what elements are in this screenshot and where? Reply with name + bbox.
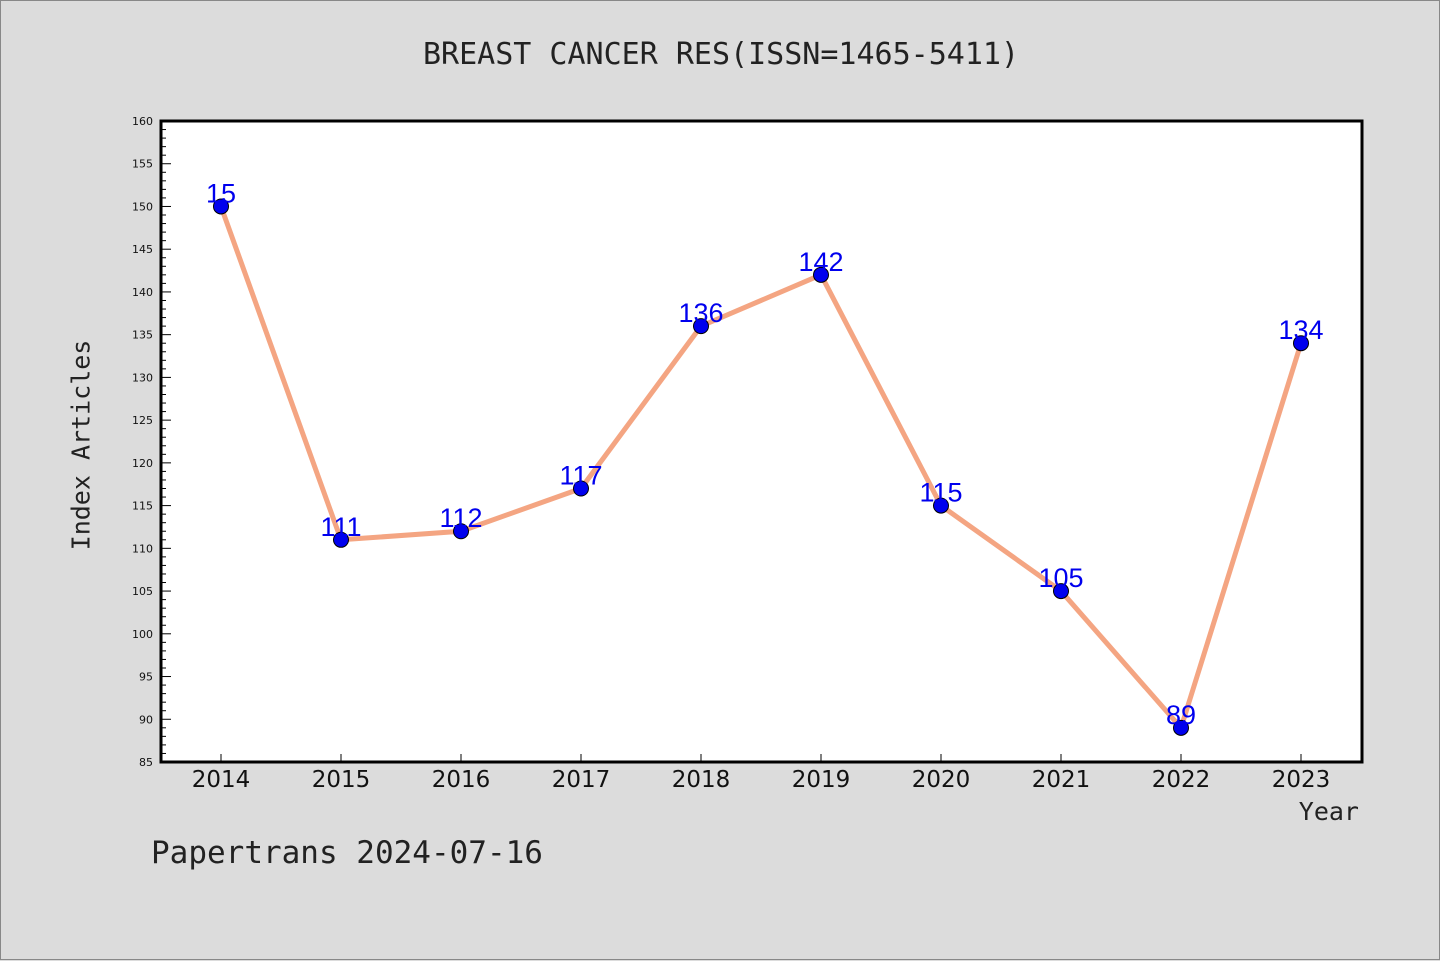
y-tick-label: 110 [132, 542, 153, 555]
data-label: 112 [439, 503, 482, 533]
data-point [1173, 719, 1189, 736]
x-tick-label: 2016 [432, 767, 491, 793]
y-tick-label: 105 [132, 585, 153, 598]
x-tick-label: 2018 [672, 767, 731, 793]
data-point [213, 198, 229, 215]
y-tick-label: 95 [139, 671, 153, 684]
y-tick-label: 160 [132, 115, 153, 128]
data-point [453, 523, 469, 540]
x-tick-label: 2014 [192, 767, 251, 793]
y-tick-label: 115 [132, 500, 153, 513]
data-label: 89 [1166, 700, 1196, 730]
y-axis: 85 90 95 100 105 110 115 120 125 130 135 140 145 150 1… [132, 115, 171, 769]
x-tick-label: 2022 [1152, 767, 1211, 793]
y-tick-label: 90 [139, 713, 153, 726]
data-label: 105 [1038, 563, 1083, 593]
x-tick-label: 2017 [552, 767, 611, 793]
data-point [933, 497, 949, 514]
x-tick-label: 2019 [792, 767, 851, 793]
y-tick-label: 155 [132, 158, 153, 171]
footer-text: Papertrans 2024-07-16 [151, 835, 543, 871]
y-tick-label: 145 [132, 243, 153, 256]
y-tick-label: 135 [132, 329, 153, 342]
y-tick-label: 125 [132, 414, 153, 427]
data-label: 115 [919, 478, 962, 508]
x-tick-label: 2021 [1032, 767, 1091, 793]
data-label: 15 [206, 178, 236, 208]
x-tick-label: 2023 [1272, 767, 1331, 793]
data-point [333, 531, 349, 548]
data-point [1053, 583, 1069, 600]
series-group: 15 111 112 117 136 142 115 105 89 134 [206, 178, 1324, 736]
x-tick-label: 2015 [312, 767, 371, 793]
x-axis: 2014 2015 2016 2017 2018 2019 2020 2021 2022 2023 [192, 754, 1331, 793]
data-label: 117 [559, 461, 602, 491]
y-tick-label: 100 [132, 628, 153, 641]
chart-title: BREAST CANCER RES(ISSN=1465-5411) [422, 37, 1020, 72]
x-axis-label: Year [1298, 797, 1359, 826]
data-point [1293, 335, 1309, 352]
data-label: 142 [798, 247, 843, 277]
y-tick-label: 130 [132, 371, 153, 384]
x-tick-label: 2020 [912, 767, 971, 793]
y-tick-label: 140 [132, 286, 153, 299]
y-tick-label: 150 [132, 200, 153, 213]
data-label: 111 [320, 512, 361, 542]
series-line [218, 205, 1304, 731]
data-point [693, 318, 709, 335]
data-label: 134 [1278, 315, 1323, 345]
plot-area [159, 119, 1364, 764]
data-label: 136 [678, 298, 723, 328]
y-tick-label: 85 [139, 756, 153, 769]
y-tick-label: 120 [132, 457, 153, 470]
data-point [813, 266, 829, 283]
data-point [573, 480, 589, 497]
